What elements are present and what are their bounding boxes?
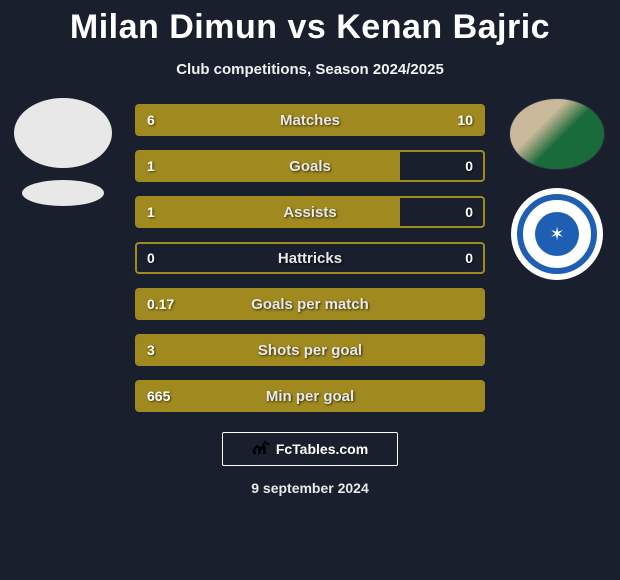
- bar-row: 10Assists: [135, 196, 485, 228]
- bar-label: Min per goal: [137, 388, 483, 405]
- bar-row: 610Matches: [135, 104, 485, 136]
- bar-row: 0.17Goals per match: [135, 288, 485, 320]
- player-right-club-badge: ✶: [511, 188, 603, 280]
- chart-icon: [252, 439, 270, 459]
- club-badge-center: ✶: [535, 212, 579, 256]
- page-subtitle: Club competitions, Season 2024/2025: [0, 61, 620, 78]
- player-right-column: ✶: [502, 98, 612, 280]
- footer-brand-badge: FcTables.com: [222, 432, 398, 466]
- bar-row: 665Min per goal: [135, 380, 485, 412]
- player-left-avatar: [14, 98, 112, 168]
- player-right-avatar: [509, 98, 605, 170]
- player-left-club-placeholder: [22, 180, 104, 206]
- bar-label: Matches: [137, 112, 483, 129]
- bar-label: Goals per match: [137, 296, 483, 313]
- bar-row: 10Goals: [135, 150, 485, 182]
- comparison-content: ✶ 610Matches 10Goals 10Assists 00Hattricks 0…: [0, 104, 620, 412]
- club-emblem-icon: ✶: [549, 224, 564, 245]
- player-left-column: [8, 98, 118, 206]
- bar-row: 00Hattricks: [135, 242, 485, 274]
- bar-label: Hattricks: [137, 250, 483, 267]
- page-title: Milan Dimun vs Kenan Bajric: [0, 0, 620, 47]
- bar-label: Assists: [137, 204, 483, 221]
- footer-brand-text: FcTables.com: [276, 441, 368, 457]
- footer-date: 9 september 2024: [0, 480, 620, 496]
- bar-label: Goals: [137, 158, 483, 175]
- comparison-bars: 610Matches 10Goals 10Assists 00Hattricks 0.1…: [135, 104, 485, 412]
- bar-row: 3Shots per goal: [135, 334, 485, 366]
- bar-label: Shots per goal: [137, 342, 483, 359]
- club-badge-ring: ✶: [517, 194, 597, 274]
